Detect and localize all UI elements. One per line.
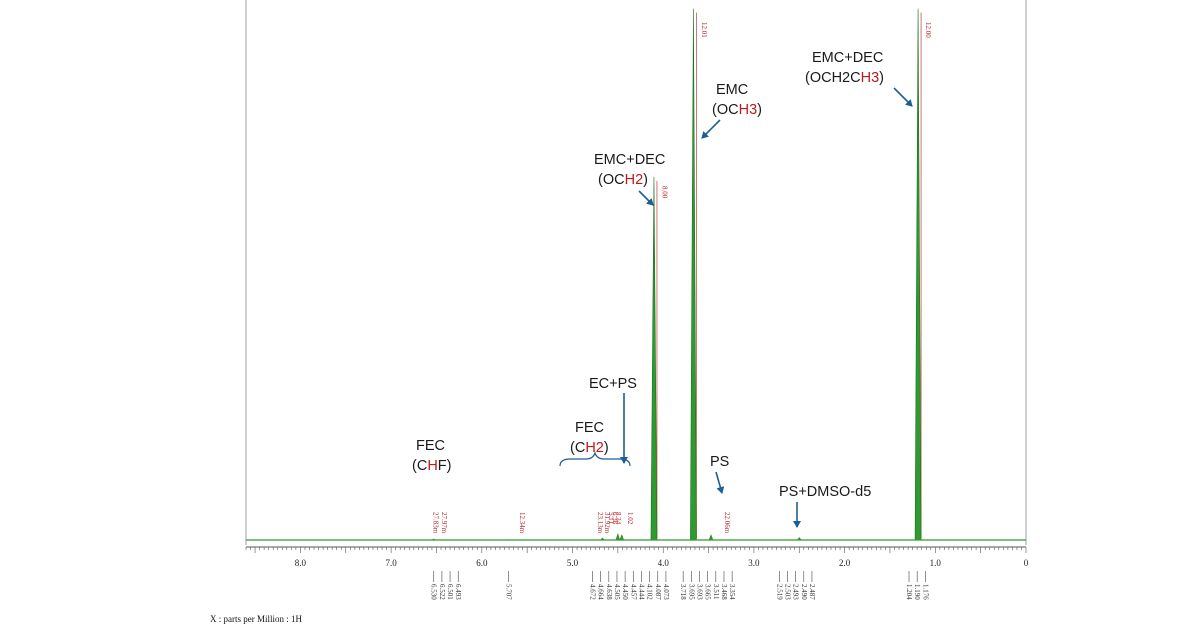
integral-label: 8.00	[660, 186, 668, 199]
peak-label: 6.493	[454, 584, 462, 600]
integral-label: 1.02	[626, 512, 634, 525]
annotation-fec-ch2: FEC (CH2)	[559, 420, 631, 467]
integral-label: 5.11	[607, 512, 615, 524]
peak-label: 4.664	[597, 584, 605, 600]
spectrum-trace	[431, 8, 922, 541]
spectrum-peak	[615, 532, 621, 541]
peak-label: 3.718	[679, 584, 687, 600]
x-axis-tick-label: 7.0	[385, 558, 397, 568]
integral-label: 12.00	[924, 22, 932, 38]
peak-label: 4.087	[654, 584, 662, 600]
peak-label: 4.457	[629, 584, 637, 600]
peak-label: 1.204	[905, 584, 913, 600]
spectrum-peak	[619, 534, 625, 541]
annotation-emc-dec-ch3-line1: EMC+DEC	[812, 50, 883, 66]
x-axis-tick-label: 4.0	[658, 558, 670, 568]
integral-label: 23.13m	[596, 512, 604, 534]
x-axis-tick-labels: 8.0 7.0 6.0 5.0 4.0 3.0 2.0 1.0 0	[295, 558, 1029, 568]
annotation-emc-och3-line2: (OCH3)	[712, 102, 762, 118]
x-axis-tick-label: 1.0	[930, 558, 942, 568]
integral-traces	[656, 12, 922, 538]
spectrum-peak	[708, 534, 714, 541]
integral-label: 27.97m	[440, 512, 448, 534]
x-axis-tick-label: 0	[1024, 558, 1029, 568]
peak-label: 4.505	[613, 584, 621, 600]
x-axis-tick-label: 8.0	[295, 558, 307, 568]
annotation-ec-ps-label: EC+PS	[589, 376, 637, 392]
peak-label: 4.450	[621, 584, 629, 600]
peak-labels: 6.530 6.522 6.501 6.493 5.707 4.672 4.664 4.638…	[430, 571, 929, 600]
peak-label: 3.354	[728, 584, 736, 600]
peak-label: 2.519	[775, 584, 783, 600]
annotation-ps-label: PS	[710, 454, 729, 470]
peak-label: 5.707	[504, 584, 512, 600]
annotation-emc-dec-och2-line1: EMC+DEC	[594, 152, 665, 168]
peak-label: 3.693	[695, 584, 703, 600]
peak-label: 4.073	[662, 584, 670, 600]
annotation-emc-dec-och2-line2: (OCH2)	[598, 172, 648, 188]
peak-label: 6.522	[438, 584, 446, 600]
integral-label: 22.06m	[723, 512, 731, 534]
peak-label: 3.665	[704, 584, 712, 600]
emc-dec-ch3-arrow	[893, 87, 913, 107]
x-axis-tick-label: 6.0	[476, 558, 488, 568]
integral-label: 12.01	[700, 22, 708, 38]
peak-label: 2.490	[800, 584, 808, 600]
peak-label: 1.190	[913, 584, 921, 600]
spectrum-peak	[650, 176, 658, 541]
peak-label: 4.444	[637, 584, 645, 600]
peak-label: 4.102	[646, 584, 654, 600]
peak-label: 3.695	[687, 584, 695, 600]
annotation-fec-chf-line1: FEC	[416, 438, 445, 454]
peak-label: 3.468	[720, 584, 728, 600]
annotation-emc-och3: EMC (OCH3)	[701, 82, 762, 139]
emc-och3-arrow	[701, 119, 721, 139]
integral-label: 12.34m	[518, 512, 526, 534]
emc-dec-och2-arrow	[638, 190, 654, 206]
integral-label: 27.83m	[432, 512, 440, 534]
peak-label: 3.511	[712, 584, 720, 600]
annotation-ps-dmso: PS+DMSO-d5	[779, 484, 871, 528]
peak-label: 2.487	[808, 584, 816, 600]
x-axis-tick-label: 2.0	[839, 558, 851, 568]
annotation-fec-chf-line2: (CHF)	[412, 458, 451, 474]
annotation-fec-ch2-line2: (CH2)	[570, 440, 609, 456]
x-axis-tick-label: 5.0	[567, 558, 579, 568]
ps-arrow	[715, 471, 725, 494]
annotation-fec-chf: FEC (CHF)	[412, 438, 451, 474]
integral-label: 31.92m	[603, 512, 611, 534]
integral-label: 8.34	[614, 512, 622, 525]
annotation-ps: PS	[710, 454, 729, 494]
spectrum-peak	[690, 8, 697, 541]
x-axis-label: X : parts per Million : 1H	[210, 614, 302, 624]
annotation-ec-ps: EC+PS	[589, 376, 637, 464]
annotation-emc-dec-och2: EMC+DEC (OCH2)	[594, 152, 665, 206]
peak-label: 4.672	[588, 584, 596, 600]
peak-label: 4.638	[605, 584, 613, 600]
peak-label: 6.530	[430, 584, 438, 600]
peak-label: 6.501	[446, 584, 454, 600]
annotation-ps-dmso-label: PS+DMSO-d5	[779, 484, 871, 500]
x-axis-tick-label: 3.0	[748, 558, 760, 568]
spectrum-peak	[914, 8, 922, 541]
integral-label: 6.36	[610, 512, 618, 525]
x-axis-ruler	[245, 547, 1027, 553]
peak-label: 1.176	[921, 584, 929, 600]
peak-label: 2.503	[783, 584, 791, 600]
integral-labels: 27.83m 27.97m 12.34m 23.13m 31.92m5.116.368.…	[432, 22, 932, 534]
annotation-emc-och3-line1: EMC	[716, 82, 748, 98]
annotation-fec-ch2-line1: FEC	[575, 420, 604, 436]
annotation-emc-dec-ch3: EMC+DEC (OCH2CH3)	[805, 50, 913, 107]
annotation-emc-dec-ch3-line2: (OCH2CH3)	[805, 70, 884, 86]
peak-label: 2.493	[792, 584, 800, 600]
